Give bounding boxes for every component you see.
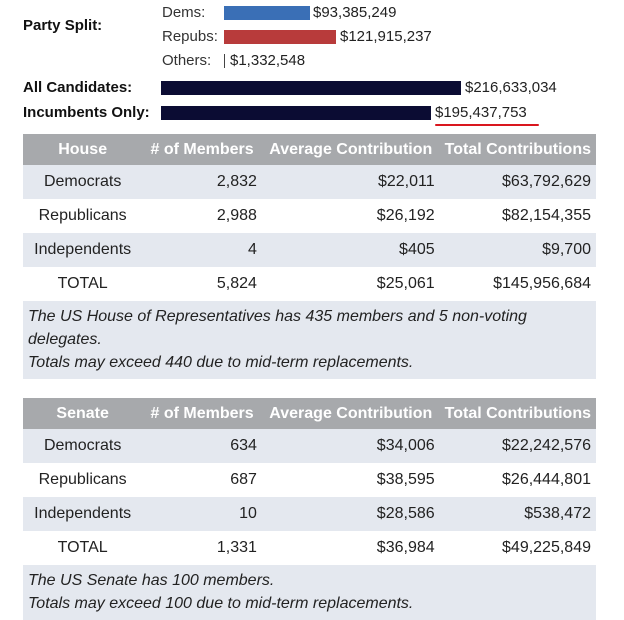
others-bar <box>224 54 225 68</box>
others-label: Others: <box>162 52 212 69</box>
senate-democrats-label: Democrats <box>23 429 143 463</box>
house-table: House # of Members Average Contribution … <box>23 134 596 379</box>
senate-header-average: Average Contribution <box>261 398 440 429</box>
table-row: Independents 4 $405 $9,700 <box>23 233 596 267</box>
house-header-row: House # of Members Average Contribution … <box>23 134 596 165</box>
senate-democrats-members: 634 <box>142 429 262 463</box>
house-republicans-average: $26,192 <box>261 199 440 233</box>
senate-republicans-average: $38,595 <box>261 463 440 497</box>
all-candidates-label: All Candidates: <box>23 79 133 96</box>
incumbents-highlight-underline <box>435 124 539 126</box>
house-total-average: $25,061 <box>261 267 440 301</box>
table-row: Republicans 687 $38,595 $26,444,801 <box>23 463 596 497</box>
senate-total-total: $49,225,849 <box>439 531 596 565</box>
party-split-label: Party Split: <box>23 17 103 34</box>
house-header-total: Total Contributions <box>439 134 596 165</box>
repubs-bar <box>224 30 336 44</box>
repubs-label: Repubs: <box>162 28 218 45</box>
house-republicans-label: Republicans <box>23 199 143 233</box>
table-row: Republicans 2,988 $26,192 $82,154,355 <box>23 199 596 233</box>
senate-independents-members: 10 <box>142 497 262 531</box>
senate-republicans-label: Republicans <box>23 463 143 497</box>
dems-bar <box>224 6 310 20</box>
table-row: Democrats 2,832 $22,011 $63,792,629 <box>23 165 596 199</box>
table-row: TOTAL 1,331 $36,984 $49,225,849 <box>23 531 596 565</box>
all-candidates-bar <box>161 81 461 95</box>
table-row: TOTAL 5,824 $25,061 $145,956,684 <box>23 267 596 301</box>
house-note: The US House of Representatives has 435 … <box>23 301 596 379</box>
house-democrats-average: $22,011 <box>261 165 440 199</box>
incumbents-amount: $195,437,753 <box>435 104 527 121</box>
senate-note-row: The US Senate has 100 members. Totals ma… <box>23 565 596 620</box>
senate-header-total: Total Contributions <box>439 398 596 429</box>
house-header-members: # of Members <box>142 134 262 165</box>
senate-independents-total: $538,472 <box>439 497 596 531</box>
incumbents-bar <box>161 106 431 120</box>
house-note-line2: Totals may exceed 440 due to mid-term re… <box>28 354 414 371</box>
house-header-chamber: House <box>23 134 143 165</box>
senate-republicans-total: $26,444,801 <box>439 463 596 497</box>
repubs-amount: $121,915,237 <box>340 28 432 45</box>
house-independents-average: $405 <box>261 233 440 267</box>
house-democrats-label: Democrats <box>23 165 143 199</box>
dems-amount: $93,385,249 <box>313 4 397 21</box>
house-header-average: Average Contribution <box>261 134 440 165</box>
all-candidates-amount: $216,633,034 <box>465 79 557 96</box>
senate-note-line2: Totals may exceed 100 due to mid-term re… <box>28 595 414 612</box>
senate-header-chamber: Senate <box>23 398 143 429</box>
house-note-row: The US House of Representatives has 435 … <box>23 301 596 379</box>
senate-note: The US Senate has 100 members. Totals ma… <box>23 565 596 620</box>
senate-democrats-total: $22,242,576 <box>439 429 596 463</box>
dems-label: Dems: <box>162 4 206 21</box>
senate-democrats-average: $34,006 <box>261 429 440 463</box>
table-row: Independents 10 $28,586 $538,472 <box>23 497 596 531</box>
house-note-line1: The US House of Representatives has 435 … <box>28 308 527 348</box>
senate-independents-average: $28,586 <box>261 497 440 531</box>
house-democrats-total: $63,792,629 <box>439 165 596 199</box>
house-republicans-members: 2,988 <box>142 199 262 233</box>
senate-header-row: Senate # of Members Average Contribution… <box>23 398 596 429</box>
table-row: Democrats 634 $34,006 $22,242,576 <box>23 429 596 463</box>
house-republicans-total: $82,154,355 <box>439 199 596 233</box>
senate-table: Senate # of Members Average Contribution… <box>23 398 596 620</box>
senate-total-label: TOTAL <box>23 531 143 565</box>
house-democrats-members: 2,832 <box>142 165 262 199</box>
house-total-members: 5,824 <box>142 267 262 301</box>
incumbents-label: Incumbents Only: <box>23 104 150 121</box>
senate-total-average: $36,984 <box>261 531 440 565</box>
senate-total-members: 1,331 <box>142 531 262 565</box>
others-amount: $1,332,548 <box>230 52 306 69</box>
house-independents-total: $9,700 <box>439 233 596 267</box>
house-independents-members: 4 <box>142 233 262 267</box>
house-total-label: TOTAL <box>23 267 143 301</box>
senate-republicans-members: 687 <box>142 463 262 497</box>
senate-header-members: # of Members <box>142 398 262 429</box>
house-independents-label: Independents <box>23 233 143 267</box>
senate-note-line1: The US Senate has 100 members. <box>28 572 275 589</box>
house-total-total: $145,956,684 <box>439 267 596 301</box>
senate-independents-label: Independents <box>23 497 143 531</box>
